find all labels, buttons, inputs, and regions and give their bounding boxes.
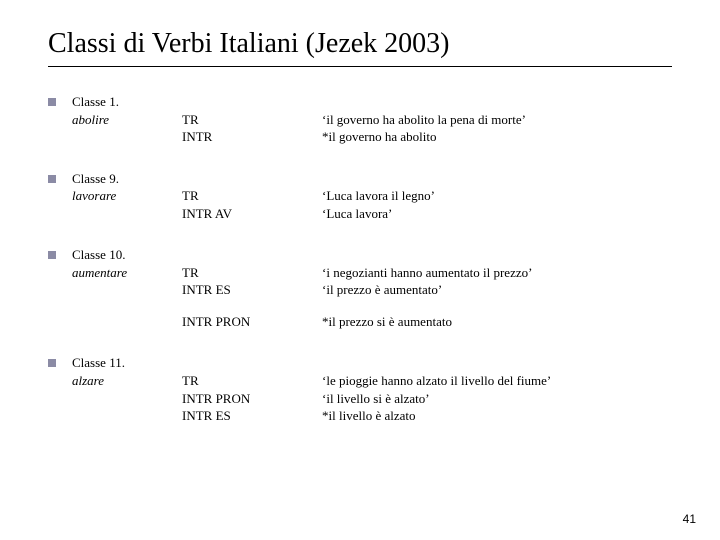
tag-label: TR [182, 372, 322, 390]
tag-label: INTR AV [182, 205, 322, 223]
entry: Classe 1. abolire TR ‘il governo ha abol… [48, 93, 672, 146]
example-text: ‘il prezzo è aumentato’ [322, 281, 672, 299]
example-text: ‘il governo ha abolito la pena di morte’ [322, 111, 672, 129]
example-text: ‘i negozianti hanno aumentato il prezzo’ [322, 264, 672, 282]
example-text: ‘Luca lavora il legno’ [322, 187, 672, 205]
class-label: Classe 9. [72, 170, 182, 188]
bullet-icon [48, 175, 56, 183]
bullet-icon [48, 98, 56, 106]
entry: Classe 9. lavorare TR ‘Luca lavora il le… [48, 170, 672, 223]
entry: Classe 10. aumentare TR ‘i negozianti ha… [48, 246, 672, 330]
example-text: ‘il livello si è alzato’ [322, 390, 672, 408]
verb-label: lavorare [72, 187, 182, 205]
tag-label: INTR ES [182, 281, 322, 299]
class-label: Classe 10. [72, 246, 182, 264]
example-text: *il livello è alzato [322, 407, 672, 425]
tag-label: TR [182, 111, 322, 129]
tag-label: TR [182, 187, 322, 205]
example-text: ‘le pioggie hanno alzato il livello del … [322, 372, 672, 390]
entries-container: Classe 1. abolire TR ‘il governo ha abol… [48, 93, 672, 425]
example-text: *il prezzo si è aumentato [322, 313, 672, 331]
tag-label: INTR PRON [182, 390, 322, 408]
tag-label: INTR [182, 128, 322, 146]
tag-label: INTR ES [182, 407, 322, 425]
example-text: ‘Luca lavora’ [322, 205, 672, 223]
bullet-icon [48, 251, 56, 259]
example-text: *il governo ha abolito [322, 128, 672, 146]
verb-label: abolire [72, 111, 182, 129]
bullet-icon [48, 359, 56, 367]
tag-label: INTR PRON [182, 313, 322, 331]
class-label: Classe 11. [72, 354, 182, 372]
page-number: 41 [683, 512, 696, 526]
verb-label: alzare [72, 372, 182, 390]
entry: Classe 11. alzare TR ‘le pioggie hanno a… [48, 354, 672, 424]
slide-title: Classi di Verbi Italiani (Jezek 2003) [48, 28, 672, 67]
tag-label: TR [182, 264, 322, 282]
class-label: Classe 1. [72, 93, 182, 111]
verb-label: aumentare [72, 264, 182, 282]
